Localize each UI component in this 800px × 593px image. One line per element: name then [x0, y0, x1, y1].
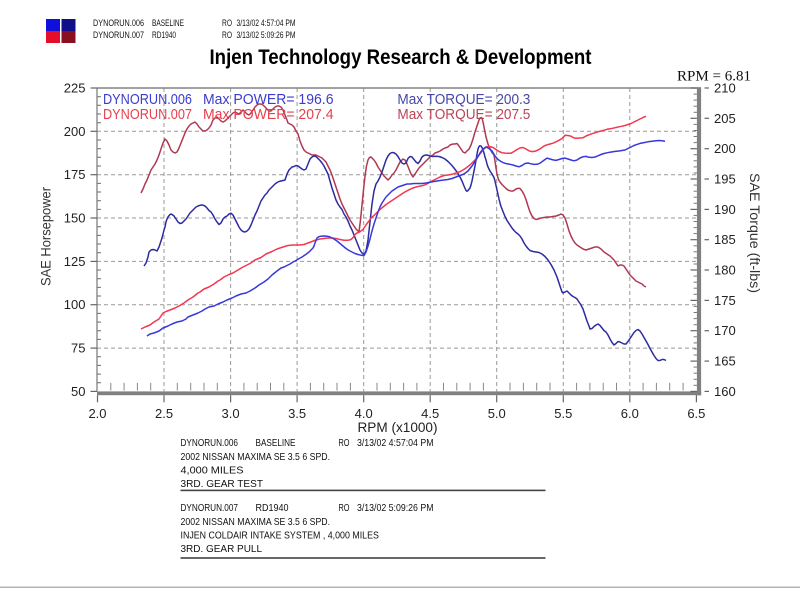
svg-text:RO: RO [222, 18, 232, 29]
svg-text:RPM (x1000): RPM (x1000) [358, 419, 438, 435]
svg-text:RO: RO [339, 437, 350, 449]
svg-text:3/13/02 4:57:04 PM: 3/13/02 4:57:04 PM [357, 437, 434, 449]
svg-text:SAE Torque (ft-lbs): SAE Torque (ft-lbs) [747, 173, 762, 293]
svg-text:6.5: 6.5 [687, 406, 705, 421]
svg-text:RO: RO [222, 30, 232, 41]
svg-text:DYNORUN.006: DYNORUN.006 [103, 91, 192, 108]
svg-text:BASELINE: BASELINE [256, 437, 296, 449]
svg-text:2.5: 2.5 [155, 406, 173, 421]
svg-text:2002 NISSAN MAXIMA SE 3.5 6 SP: 2002 NISSAN MAXIMA SE 3.5 6 SPD. [181, 451, 331, 463]
svg-text:180: 180 [714, 263, 736, 278]
svg-text:3/13/02 4:57:04 PM: 3/13/02 4:57:04 PM [237, 18, 296, 29]
svg-text:210: 210 [714, 81, 736, 96]
svg-text:Max POWER= 207.4: Max POWER= 207.4 [203, 106, 334, 123]
svg-text:4,000 MILES: 4,000 MILES [181, 464, 244, 476]
svg-text:SAE Horsepower: SAE Horsepower [39, 187, 54, 286]
svg-text:175: 175 [714, 293, 736, 308]
svg-text:RD1940: RD1940 [152, 30, 176, 41]
svg-text:200: 200 [64, 124, 86, 139]
svg-text:RPM = 6.81: RPM = 6.81 [677, 69, 751, 85]
svg-text:125: 125 [64, 254, 86, 269]
svg-text:185: 185 [714, 232, 736, 247]
svg-text:Max POWER= 196.6: Max POWER= 196.6 [203, 91, 334, 108]
svg-text:3/13/02 5:09:26 PM: 3/13/02 5:09:26 PM [357, 502, 434, 514]
svg-text:DYNORUN.007: DYNORUN.007 [181, 502, 239, 514]
svg-text:2002 NISSAN MAXIMA SE 3.5 6 SP: 2002 NISSAN MAXIMA SE 3.5 6 SPD. [181, 516, 331, 528]
svg-text:175: 175 [64, 167, 86, 182]
svg-text:3RD. GEAR PULL: 3RD. GEAR PULL [181, 543, 263, 555]
svg-text:170: 170 [714, 323, 736, 338]
svg-text:2.0: 2.0 [88, 406, 106, 421]
svg-text:BASELINE: BASELINE [152, 18, 184, 29]
svg-text:Injen Technology Research & De: Injen Technology Research & Development [210, 46, 592, 69]
svg-text:6.0: 6.0 [621, 406, 639, 421]
svg-text:RD1940: RD1940 [256, 502, 289, 514]
svg-text:205: 205 [714, 111, 736, 126]
svg-text:DYNORUN.006: DYNORUN.006 [93, 18, 144, 29]
svg-text:DYNORUN.007: DYNORUN.007 [93, 30, 144, 41]
svg-text:5.0: 5.0 [488, 406, 506, 421]
svg-text:75: 75 [71, 341, 85, 356]
svg-text:3.5: 3.5 [288, 406, 306, 421]
svg-text:160: 160 [714, 384, 736, 399]
svg-text:190: 190 [714, 202, 736, 217]
svg-text:165: 165 [714, 354, 736, 369]
svg-text:3RD. GEAR TEST: 3RD. GEAR TEST [181, 478, 264, 490]
svg-text:Max TORQUE= 207.5: Max TORQUE= 207.5 [397, 106, 530, 123]
svg-text:Max TORQUE= 200.3: Max TORQUE= 200.3 [397, 91, 530, 108]
svg-text:5.5: 5.5 [554, 406, 572, 421]
svg-text:195: 195 [714, 172, 736, 187]
svg-text:4.5: 4.5 [421, 406, 439, 421]
svg-text:225: 225 [64, 81, 86, 96]
svg-text:DYNORUN.007: DYNORUN.007 [103, 106, 192, 123]
svg-text:RO: RO [339, 502, 350, 514]
svg-text:200: 200 [714, 141, 736, 156]
svg-text:3.0: 3.0 [222, 406, 240, 421]
svg-text:DYNORUN.006: DYNORUN.006 [181, 437, 239, 449]
svg-text:50: 50 [71, 384, 85, 399]
svg-text:100: 100 [64, 297, 86, 312]
svg-text:INJEN COLDAIR INTAKE SYSTEM ,: INJEN COLDAIR INTAKE SYSTEM , 4,000 MILE… [181, 529, 379, 541]
svg-text:3/13/02 5:09:26 PM: 3/13/02 5:09:26 PM [237, 30, 296, 41]
svg-text:150: 150 [64, 211, 86, 226]
svg-text:4.0: 4.0 [355, 406, 373, 421]
